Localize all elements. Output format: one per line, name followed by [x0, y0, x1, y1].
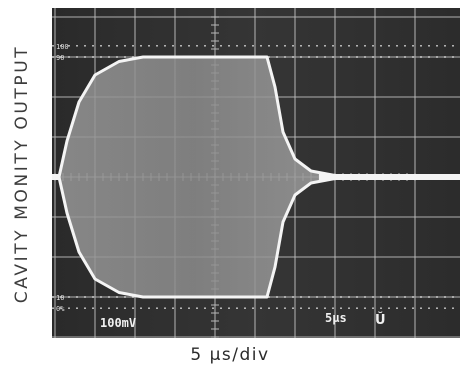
- trigger-readout: Ŭ: [375, 312, 386, 328]
- y-marker-label: 100: [56, 43, 69, 51]
- envelope-lower-trace: [52, 175, 416, 299]
- scale-readout-volts: 100mV: [100, 316, 136, 330]
- y-marker-label: 0%: [56, 305, 65, 313]
- y-axis-label: CAVITY MONITY OUTPUT: [12, 44, 32, 304]
- y-marker-label: 90: [56, 54, 64, 62]
- envelope-upper-trace: [52, 55, 416, 179]
- y-marker-label: 10: [56, 294, 64, 302]
- scale-readout-time: 5µs: [325, 311, 347, 325]
- rf-envelope-fill: [52, 57, 415, 297]
- x-axis-label: 5 µs/div: [190, 345, 270, 365]
